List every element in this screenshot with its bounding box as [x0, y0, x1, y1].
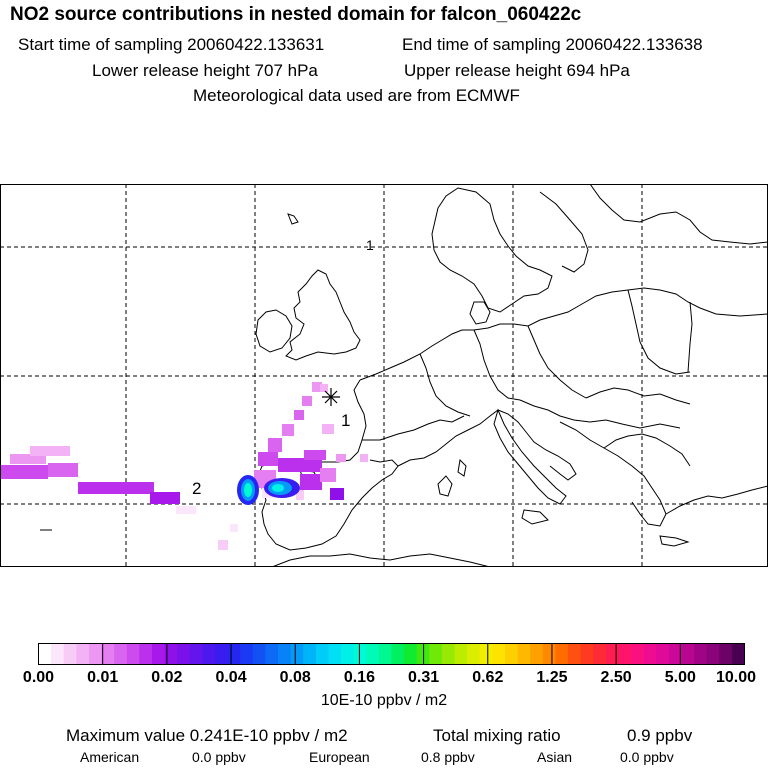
colorbar-cell — [303, 643, 317, 665]
colorbar-cell — [694, 643, 708, 665]
colorbar-cell — [542, 643, 556, 665]
colorbar-tick-label: 0.04 — [215, 669, 247, 686]
colorbar-cell — [38, 643, 52, 665]
colorbar-cell — [341, 643, 355, 665]
colorbar-cell — [63, 643, 77, 665]
colorbar-cell — [517, 643, 531, 665]
colorbar-cell — [504, 643, 518, 665]
colorbar-cell — [605, 643, 619, 665]
colorbar-tick-label: 0.00 — [22, 669, 55, 686]
plume — [0, 382, 368, 550]
colorbar-tick-label: 0.01 — [87, 669, 119, 686]
page-title: NO2 source contributions in nested domai… — [10, 4, 582, 25]
colorbar-cell — [202, 643, 216, 665]
colorbar-cell — [278, 643, 292, 665]
colorbar-cell — [454, 643, 468, 665]
map-panel: 1 1 2 — [0, 184, 768, 567]
colorbar-cell — [240, 643, 254, 665]
colorbar-tick-label: 1.25 — [536, 669, 568, 686]
colorbar-cell — [479, 643, 493, 665]
colorbar-cell — [353, 643, 367, 665]
colorbar-cell — [492, 643, 506, 665]
colorbar-tick-label: 5.00 — [664, 669, 696, 686]
colorbar-cell — [631, 643, 645, 665]
colorbar-cell — [215, 643, 229, 665]
colorbar-cell — [51, 643, 65, 665]
colorbar-tick-label: 10.00 — [715, 669, 757, 686]
total-mixing-value: 0.9 ppbv — [627, 726, 693, 745]
colorbar-tick-label: 0.08 — [279, 669, 311, 686]
colorbar-cell — [580, 643, 594, 665]
coastlines — [40, 184, 768, 567]
asian-label: Asian — [537, 749, 573, 765]
track-label-top: 1 — [366, 237, 374, 253]
start-time-label: Start time of sampling 20060422.133631 — [18, 35, 325, 54]
colorbar-cell — [530, 643, 544, 665]
max-value-label: Maximum value 0.241E-10 ppbv / m2 — [66, 726, 348, 745]
total-mixing-label: Total mixing ratio — [433, 726, 561, 745]
point-label-1: 1 — [341, 411, 350, 430]
european-value: 0.8 ppbv — [421, 749, 475, 765]
release-point-star — [322, 388, 340, 406]
colorbar-cell — [593, 643, 607, 665]
colorbar-tick-label: 0.31 — [408, 669, 440, 686]
end-time-label: End time of sampling 20060422.133638 — [402, 35, 703, 54]
european-label: European — [309, 749, 370, 765]
colorbar-cell — [555, 643, 569, 665]
colorbar-tick-label: 0.02 — [151, 669, 183, 686]
colorbar-cell — [139, 643, 153, 665]
map-canvas: 1 1 2 — [0, 184, 768, 567]
upper-release-label: Upper release height 694 hPa — [404, 61, 630, 80]
colorbar — [38, 643, 745, 665]
colorbar-cell — [719, 643, 733, 665]
colorbar-cell — [656, 643, 670, 665]
colorbar-cell — [265, 643, 279, 665]
colorbar-cell — [467, 643, 481, 665]
colorbar-cell — [731, 643, 745, 665]
colorbar-units: 10E-10 ppbv / m2 — [320, 692, 448, 709]
colorbar-cell — [429, 643, 443, 665]
colorbar-cell — [568, 643, 582, 665]
colorbar-cell — [290, 643, 304, 665]
colorbar-cell — [441, 643, 455, 665]
colorbar-cell — [315, 643, 329, 665]
colorbar-cell — [126, 643, 140, 665]
colorbar-cell — [151, 643, 165, 665]
lower-release-label: Lower release height 707 hPa — [92, 61, 318, 80]
colorbar-tick-label: 0.16 — [343, 669, 375, 686]
colorbar-cell — [252, 643, 266, 665]
american-value: 0.0 ppbv — [192, 749, 246, 765]
colorbar-cell — [618, 643, 632, 665]
met-data-label: Meteorological data used are from ECMWF — [193, 86, 520, 105]
colorbar-cell — [681, 643, 695, 665]
colorbar-tick-label: 2.50 — [600, 669, 632, 686]
colorbar-cell — [378, 643, 392, 665]
point-label-2: 2 — [192, 479, 201, 498]
colorbar-tick-label: 0.62 — [472, 669, 504, 686]
american-label: American — [80, 749, 140, 765]
colorbar-cell — [391, 643, 405, 665]
colorbar-cell — [366, 643, 380, 665]
colorbar-cell — [404, 643, 418, 665]
colorbar-cell — [328, 643, 342, 665]
colorbar-cell — [164, 643, 178, 665]
colorbar-cell — [177, 643, 191, 665]
colorbar-cell — [643, 643, 657, 665]
colorbar-cell — [114, 643, 128, 665]
colorbar-cell — [88, 643, 102, 665]
asian-value: 0.0 ppbv — [620, 749, 674, 765]
colorbar-cell — [227, 643, 241, 665]
colorbar-cell — [706, 643, 720, 665]
colorbar-cell — [76, 643, 90, 665]
colorbar-cell — [189, 643, 203, 665]
graticule — [0, 184, 768, 567]
colorbar-cell — [101, 643, 115, 665]
colorbar-cell — [668, 643, 682, 665]
